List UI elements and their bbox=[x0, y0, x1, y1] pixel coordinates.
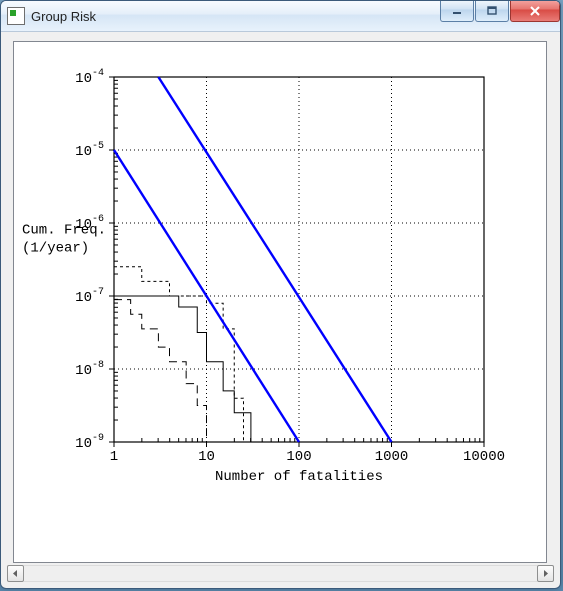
scroll-right-button[interactable] bbox=[537, 565, 554, 582]
fn-chart: 1 10 100 1000 10000 Number of fatalities 10-4 1… bbox=[14, 42, 546, 562]
triangle-left-icon bbox=[12, 570, 19, 577]
x-tick-label: 1 bbox=[110, 449, 118, 465]
scroll-left-button[interactable] bbox=[7, 565, 24, 582]
minimize-button[interactable] bbox=[440, 0, 474, 22]
close-button[interactable] bbox=[510, 0, 560, 22]
window: Group Risk 1 10 100 1000 10000 Number of fata… bbox=[0, 0, 561, 589]
x-tick-label: 10000 bbox=[463, 449, 505, 465]
y-axis-label: (1/year) bbox=[22, 240, 89, 256]
y-tick-label: 10-4 bbox=[75, 68, 104, 87]
fn-curve bbox=[114, 267, 244, 442]
x-axis-label: Number of fatalities bbox=[215, 469, 383, 485]
y-tick-label: 10-5 bbox=[75, 141, 104, 160]
scroll-track[interactable] bbox=[24, 565, 537, 582]
chart-panel: 1 10 100 1000 10000 Number of fatalities 10-4 1… bbox=[13, 41, 547, 563]
y-tick-label: 10-9 bbox=[75, 433, 104, 452]
triangle-right-icon bbox=[542, 570, 549, 577]
titlebar[interactable]: Group Risk bbox=[1, 1, 560, 32]
minimize-icon bbox=[452, 6, 462, 16]
window-buttons bbox=[440, 0, 560, 22]
horizontal-scrollbar[interactable] bbox=[7, 565, 554, 582]
client-area: 1 10 100 1000 10000 Number of fatalities 10-4 1… bbox=[5, 35, 556, 584]
maximize-icon bbox=[487, 6, 497, 16]
y-tick-label: 10-7 bbox=[75, 287, 104, 306]
app-icon bbox=[7, 7, 25, 25]
criteria-upper-line bbox=[158, 77, 391, 442]
x-tick-label: 1000 bbox=[375, 449, 409, 465]
x-tick-label: 100 bbox=[286, 449, 311, 465]
x-tick-label: 10 bbox=[198, 449, 215, 465]
close-icon bbox=[529, 6, 541, 16]
maximize-button[interactable] bbox=[475, 0, 509, 22]
y-axis-label: Cum. Freq. bbox=[22, 222, 106, 238]
fn-curve bbox=[114, 300, 207, 442]
y-tick-label: 10-8 bbox=[75, 360, 104, 379]
